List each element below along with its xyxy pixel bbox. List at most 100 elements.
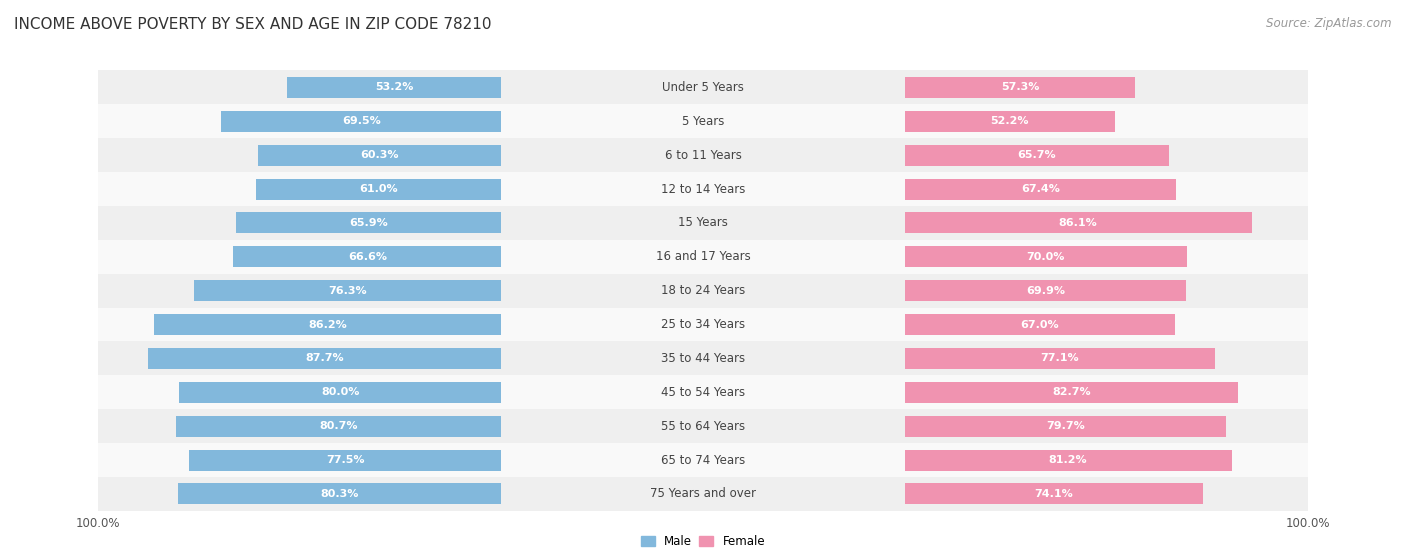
Bar [904, 416, 1226, 437]
Bar [98, 376, 904, 409]
Bar [98, 409, 904, 443]
Bar [502, 240, 1308, 274]
Bar [502, 342, 904, 376]
Bar [502, 477, 1308, 511]
Text: 86.1%: 86.1% [1059, 218, 1098, 228]
Text: 70.0%: 70.0% [1026, 252, 1064, 262]
Text: 76.3%: 76.3% [329, 286, 367, 296]
Text: 65.7%: 65.7% [1018, 150, 1056, 160]
Text: 35 to 44 Years: 35 to 44 Years [661, 352, 745, 365]
Bar [502, 477, 904, 511]
Legend: Male, Female: Male, Female [636, 530, 770, 553]
Bar [98, 477, 904, 511]
Bar [259, 145, 502, 165]
Text: 67.0%: 67.0% [1021, 320, 1059, 330]
Bar [904, 484, 1204, 504]
Bar [502, 172, 904, 206]
Bar [233, 247, 502, 267]
Text: 74.1%: 74.1% [1035, 489, 1073, 499]
Bar [190, 449, 502, 471]
Bar [904, 382, 1237, 403]
Text: 55 to 64 Years: 55 to 64 Years [661, 420, 745, 433]
Bar [502, 70, 904, 105]
Bar [904, 280, 1187, 301]
Bar [904, 145, 1170, 165]
Bar [98, 70, 904, 105]
Bar [155, 314, 502, 335]
Text: 15 Years: 15 Years [678, 216, 728, 229]
Bar [502, 443, 1308, 477]
Text: 86.2%: 86.2% [308, 320, 347, 330]
Bar [502, 409, 1308, 443]
Text: Source: ZipAtlas.com: Source: ZipAtlas.com [1267, 17, 1392, 30]
Bar [904, 449, 1232, 471]
Bar [904, 348, 1215, 369]
Bar [502, 307, 904, 342]
Text: 16 and 17 Years: 16 and 17 Years [655, 250, 751, 263]
Bar [502, 376, 904, 409]
Bar [502, 138, 1308, 172]
Text: 25 to 34 Years: 25 to 34 Years [661, 318, 745, 331]
Bar [502, 172, 1308, 206]
Bar [148, 348, 502, 369]
Bar [502, 409, 904, 443]
Text: 5 Years: 5 Years [682, 115, 724, 128]
Bar [502, 376, 1308, 409]
Bar [502, 342, 1308, 376]
Text: 87.7%: 87.7% [305, 353, 344, 363]
Bar [502, 307, 1308, 342]
Text: 60.3%: 60.3% [361, 150, 399, 160]
Text: 81.2%: 81.2% [1049, 455, 1087, 465]
Bar [98, 307, 904, 342]
Bar [502, 206, 904, 240]
Bar [904, 314, 1174, 335]
Bar [502, 138, 904, 172]
Bar [98, 138, 904, 172]
Bar [256, 178, 502, 200]
Text: INCOME ABOVE POVERTY BY SEX AND AGE IN ZIP CODE 78210: INCOME ABOVE POVERTY BY SEX AND AGE IN Z… [14, 17, 492, 32]
Text: 69.5%: 69.5% [342, 116, 381, 126]
Text: 18 to 24 Years: 18 to 24 Years [661, 284, 745, 297]
Bar [904, 247, 1187, 267]
Bar [194, 280, 502, 301]
Bar [98, 240, 904, 274]
Text: 52.2%: 52.2% [990, 116, 1029, 126]
Bar [98, 172, 904, 206]
Bar [236, 212, 502, 234]
Bar [98, 105, 904, 138]
Text: 77.1%: 77.1% [1040, 353, 1080, 363]
Text: 6 to 11 Years: 6 to 11 Years [665, 149, 741, 162]
Text: 80.0%: 80.0% [321, 387, 360, 397]
Bar [904, 111, 1115, 132]
Text: 65.9%: 65.9% [349, 218, 388, 228]
Bar [98, 274, 904, 307]
Text: Under 5 Years: Under 5 Years [662, 81, 744, 94]
Bar [502, 206, 1308, 240]
Text: 82.7%: 82.7% [1052, 387, 1091, 397]
Text: 80.7%: 80.7% [319, 421, 359, 431]
Bar [176, 416, 502, 437]
Bar [502, 70, 1308, 105]
Text: 61.0%: 61.0% [359, 184, 398, 194]
Bar [502, 274, 904, 307]
Bar [179, 382, 502, 403]
Bar [177, 484, 502, 504]
Bar [221, 111, 502, 132]
Text: 45 to 54 Years: 45 to 54 Years [661, 386, 745, 399]
Bar [502, 274, 1308, 307]
Bar [904, 77, 1136, 98]
Text: 12 to 14 Years: 12 to 14 Years [661, 183, 745, 196]
Text: 75 Years and over: 75 Years and over [650, 487, 756, 500]
Text: 80.3%: 80.3% [321, 489, 359, 499]
Bar [502, 105, 904, 138]
Bar [904, 212, 1251, 234]
Bar [98, 206, 904, 240]
Text: 65 to 74 Years: 65 to 74 Years [661, 453, 745, 467]
Bar [287, 77, 502, 98]
Text: 53.2%: 53.2% [375, 82, 413, 92]
Text: 66.6%: 66.6% [347, 252, 387, 262]
Bar [98, 342, 904, 376]
Text: 77.5%: 77.5% [326, 455, 364, 465]
Bar [98, 443, 904, 477]
Text: 69.9%: 69.9% [1026, 286, 1064, 296]
